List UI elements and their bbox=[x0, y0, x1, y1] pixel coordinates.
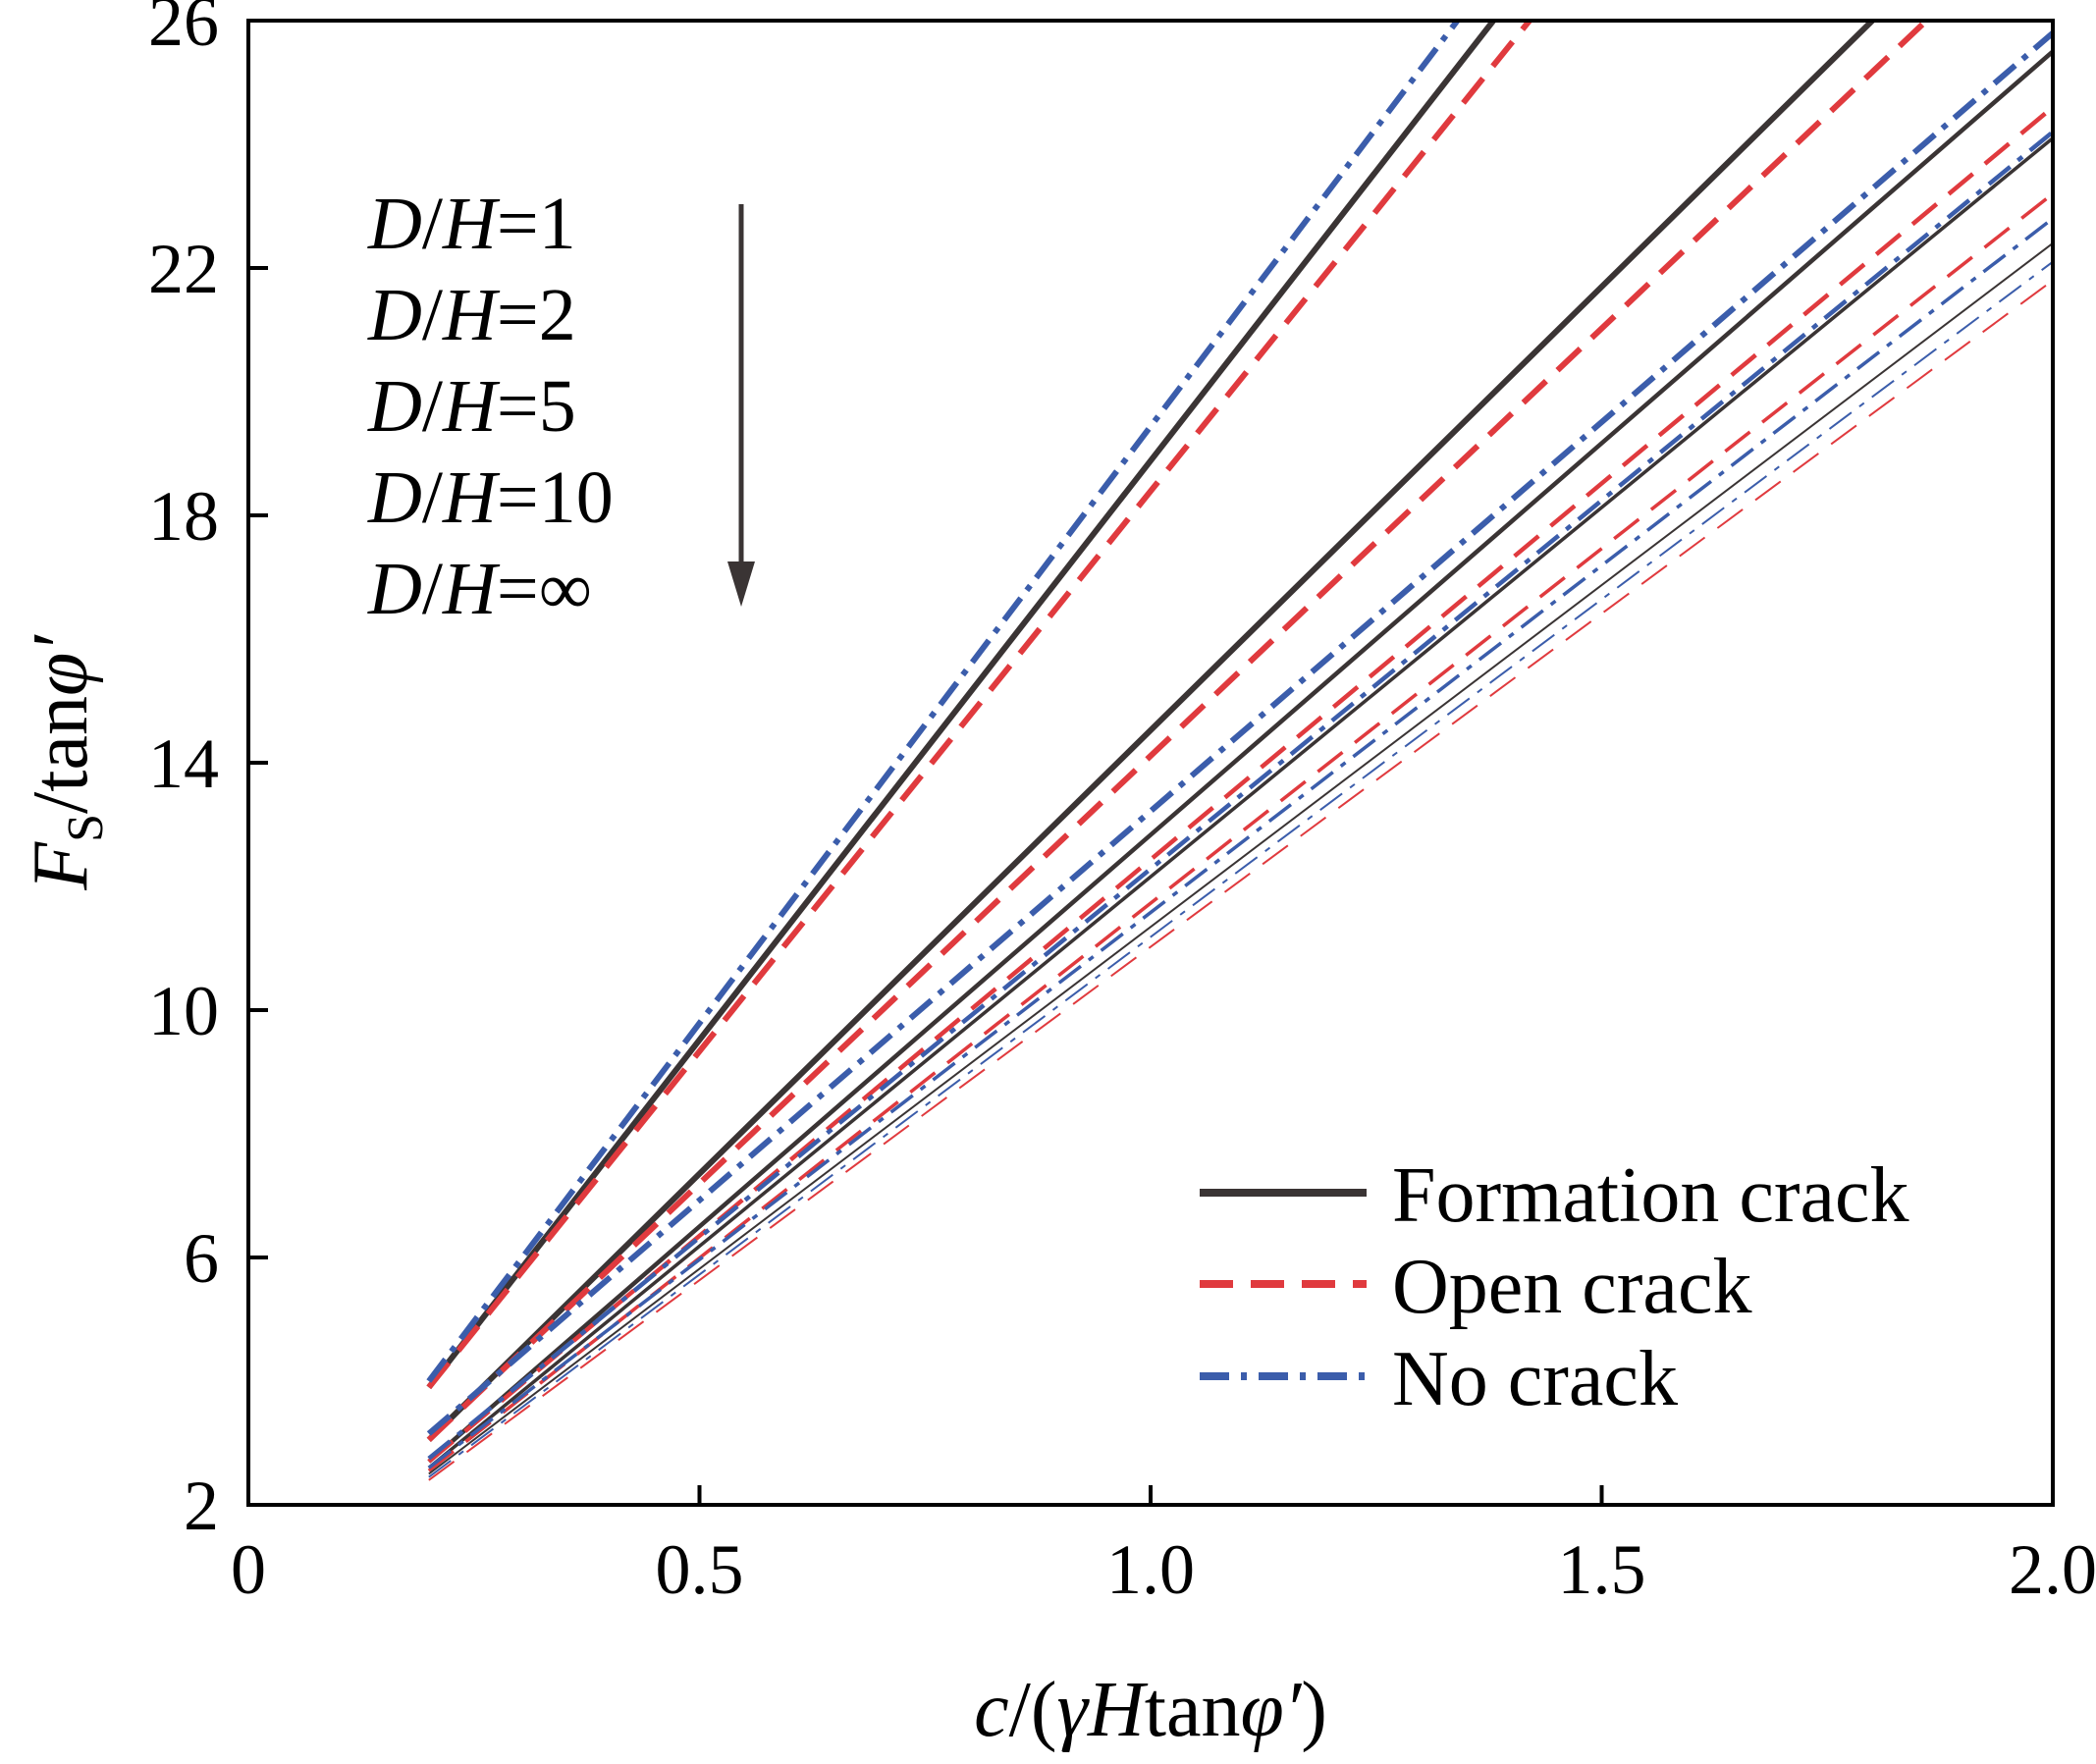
series-formation-dh-10 bbox=[427, 136, 2053, 1470]
y-tick-label: 18 bbox=[148, 477, 219, 556]
dh-label-inf: D/H=∞ bbox=[367, 548, 592, 630]
x-tick-label: 1.0 bbox=[1106, 1530, 1195, 1609]
series-open-dh-5 bbox=[427, 105, 2053, 1464]
x-tick-label: 0 bbox=[231, 1530, 266, 1609]
series-none-dh-5 bbox=[427, 130, 2053, 1461]
dh-annotation: D/H=1 D/H=2 D/H=5 D/H=10 D/H=∞ bbox=[367, 183, 755, 630]
dh-label-1: D/H=1 bbox=[367, 183, 576, 265]
series-formation-dh-2 bbox=[426, 21, 1875, 1442]
dh-label-10: D/H=10 bbox=[367, 456, 614, 539]
y-axis-title: FS/tanφ′ bbox=[18, 634, 114, 891]
dh-label-5: D/H=5 bbox=[367, 365, 576, 448]
series-none-dh-10 bbox=[427, 217, 2053, 1470]
y-tick-label: 26 bbox=[148, 0, 219, 61]
legend-label-none: No crack bbox=[1392, 1336, 1678, 1422]
x-tick-label: 2.0 bbox=[2009, 1530, 2096, 1609]
x-tick-label: 0.5 bbox=[656, 1530, 744, 1609]
series-formation-dh-1 bbox=[426, 21, 1496, 1390]
legend-label-formation: Formation crack bbox=[1392, 1152, 1908, 1239]
series-layer bbox=[426, 21, 2053, 1481]
y-tick-label: 10 bbox=[148, 972, 219, 1050]
x-axis-title: c/(γHtanφ′) bbox=[974, 1667, 1327, 1753]
dh-label-2: D/H=2 bbox=[367, 274, 576, 356]
series-open-dh-2 bbox=[426, 21, 1929, 1442]
y-tick-label: 22 bbox=[148, 230, 219, 308]
legend-label-open: Open crack bbox=[1392, 1244, 1751, 1330]
y-tick-label: 14 bbox=[148, 724, 219, 803]
x-axis: 0 0.5 1.0 1.5 2.0 bbox=[231, 1485, 2096, 1609]
legend-item-formation: Formation crack bbox=[1200, 1152, 1908, 1239]
y-tick-label: 2 bbox=[184, 1467, 219, 1545]
legend: Formation crack Open crack No crack bbox=[1200, 1152, 1908, 1422]
series-none-dh-1 bbox=[426, 21, 1460, 1383]
legend-item-none: No crack bbox=[1200, 1336, 1678, 1422]
series-none-dh-inf bbox=[428, 260, 2053, 1478]
legend-item-open: Open crack bbox=[1200, 1244, 1751, 1330]
series-open-dh-1 bbox=[426, 21, 1532, 1390]
series-formation-dh-5 bbox=[427, 49, 2053, 1464]
series-open-dh-inf bbox=[428, 279, 2053, 1481]
y-tick-label: 6 bbox=[184, 1219, 219, 1298]
series-none-dh-2 bbox=[426, 30, 2053, 1436]
dh-arrow-head-icon bbox=[727, 561, 755, 607]
series-formation-dh-inf bbox=[428, 242, 2053, 1475]
x-tick-label: 1.5 bbox=[1558, 1530, 1646, 1609]
